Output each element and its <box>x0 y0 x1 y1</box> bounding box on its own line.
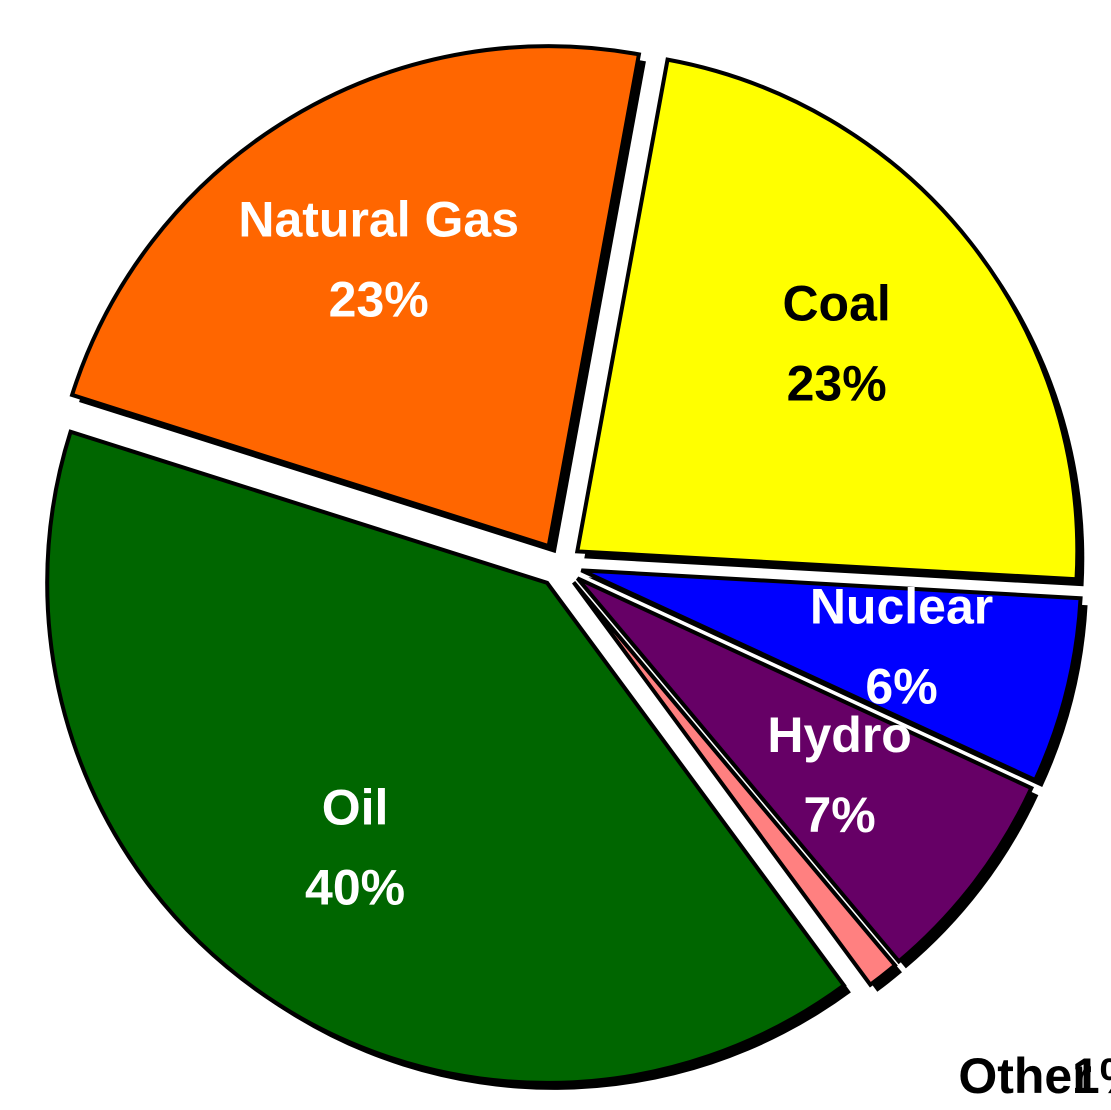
value-label: 6% <box>865 658 937 714</box>
slice <box>575 576 1035 965</box>
slice <box>571 581 898 988</box>
slice <box>580 568 1083 783</box>
value-label: 40% <box>305 859 405 915</box>
slice-label: Nuclear <box>810 578 993 634</box>
slice-label: Coal <box>782 276 890 332</box>
value-label: 23% <box>787 356 887 412</box>
slice-label: Natural Gas <box>238 191 519 247</box>
slice-label: Hydro <box>767 707 911 763</box>
value-label: 23% <box>329 271 429 327</box>
slice <box>45 429 847 1085</box>
slice-label: Other <box>958 1048 1091 1104</box>
slice <box>69 44 642 549</box>
value-label: 1% <box>1072 1048 1111 1104</box>
slice-label: Oil <box>322 779 389 835</box>
value-label: 7% <box>804 787 876 843</box>
slice <box>574 57 1080 582</box>
